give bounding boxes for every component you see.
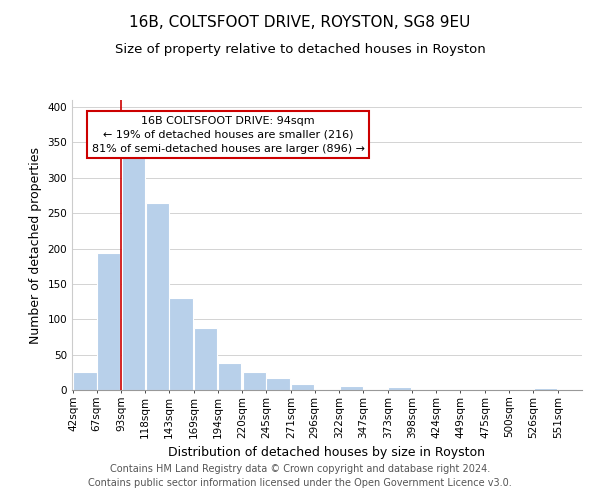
Bar <box>534 388 557 390</box>
Bar <box>73 372 97 390</box>
Bar <box>218 363 241 390</box>
Bar <box>169 298 193 390</box>
Bar <box>242 372 266 390</box>
Bar <box>291 384 314 390</box>
Text: Contains HM Land Registry data © Crown copyright and database right 2024.
Contai: Contains HM Land Registry data © Crown c… <box>88 464 512 487</box>
Bar <box>340 386 363 390</box>
Bar <box>97 254 120 390</box>
Bar <box>266 378 290 390</box>
Y-axis label: Number of detached properties: Number of detached properties <box>29 146 42 344</box>
Bar <box>388 387 412 390</box>
Bar <box>146 202 169 390</box>
Text: Size of property relative to detached houses in Royston: Size of property relative to detached ho… <box>115 42 485 56</box>
X-axis label: Distribution of detached houses by size in Royston: Distribution of detached houses by size … <box>169 446 485 459</box>
Text: 16B, COLTSFOOT DRIVE, ROYSTON, SG8 9EU: 16B, COLTSFOOT DRIVE, ROYSTON, SG8 9EU <box>130 15 470 30</box>
Bar <box>194 328 217 390</box>
Text: 16B COLTSFOOT DRIVE: 94sqm
← 19% of detached houses are smaller (216)
81% of sem: 16B COLTSFOOT DRIVE: 94sqm ← 19% of deta… <box>92 116 365 154</box>
Bar <box>122 156 145 390</box>
